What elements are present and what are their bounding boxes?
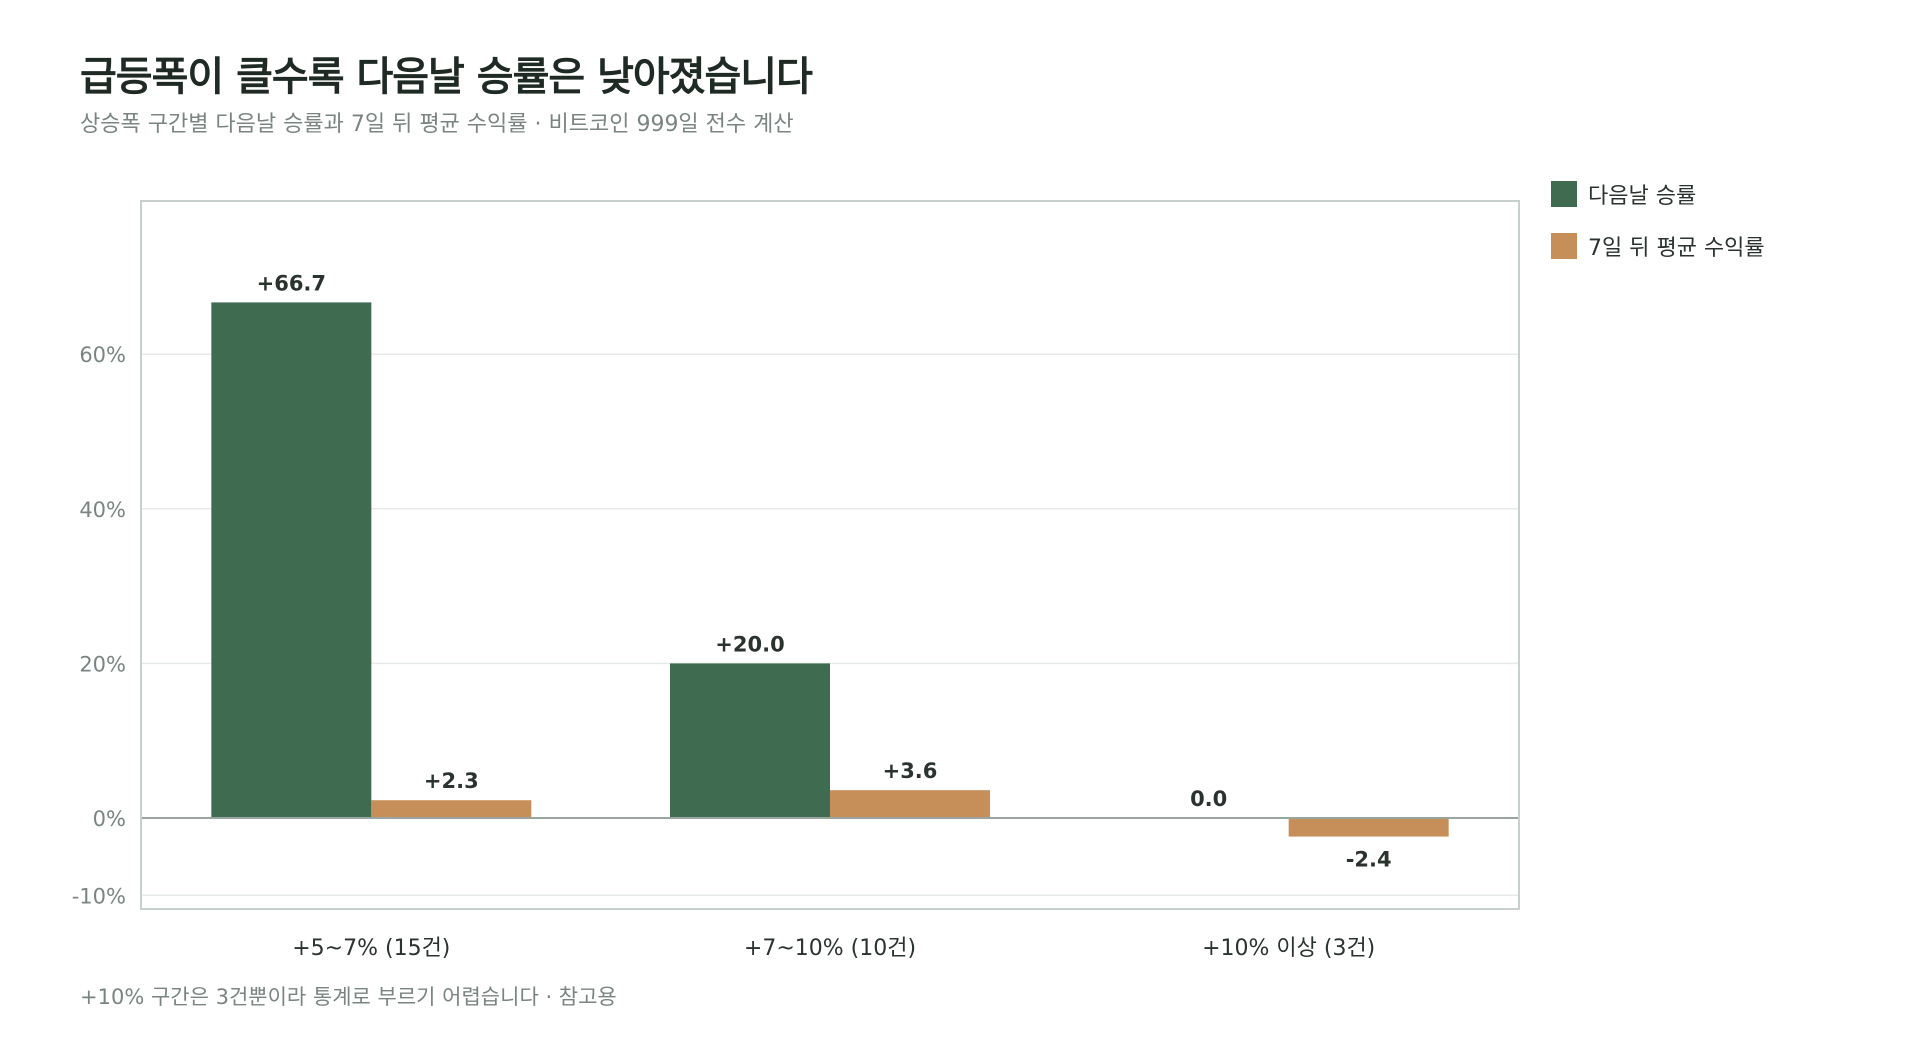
data-labels: +66.7 +2.3 +20.0 +3.6 0.0 -2.4	[257, 271, 1392, 871]
legend-swatch-7day-return	[1551, 233, 1577, 259]
y-tick-label: -10%	[72, 884, 126, 908]
chart-footnote: +10% 구간은 3건뿐이라 통계로 부르기 어렵습니다 · 참고용	[80, 985, 617, 1009]
x-axis-ticks: +5~7% (15건) +7~10% (10건) +10% 이상 (3건)	[292, 936, 1375, 961]
legend-label-win-rate: 다음날 승률	[1588, 184, 1697, 209]
data-label: +3.6	[883, 759, 938, 783]
legend-swatch-win-rate	[1551, 181, 1577, 207]
bar-7day-return	[830, 790, 990, 818]
data-label: +2.3	[424, 769, 479, 793]
x-tick-label: +5~7% (15건)	[292, 936, 450, 961]
y-tick-label: 20%	[79, 652, 126, 676]
legend-label-7day-return: 7일 뒤 평균 수익률	[1588, 236, 1765, 261]
bars	[211, 302, 1449, 837]
y-tick-label: 0%	[93, 807, 126, 831]
bar-win-rate	[670, 663, 830, 818]
y-tick-label: 40%	[79, 498, 126, 522]
x-tick-label: +10% 이상 (3건)	[1202, 936, 1375, 961]
bar-win-rate	[211, 302, 372, 818]
y-axis-ticks: -10% 0% 20% 40% 60%	[72, 343, 126, 908]
bar-7day-return	[1288, 818, 1449, 837]
legend: 다음날 승률 7일 뒤 평균 수익률	[1551, 180, 1765, 284]
plot-frame	[140, 200, 1520, 910]
chart-title: 급등폭이 클수록 다음날 승률은 낮아졌습니다	[80, 54, 813, 100]
bar-7day-return	[371, 800, 532, 818]
data-label: 0.0	[1190, 787, 1227, 811]
legend-item-7day-return: 7일 뒤 평균 수익률	[1551, 232, 1765, 261]
data-label: +20.0	[715, 632, 784, 656]
data-label: +66.7	[257, 271, 326, 295]
chart-subtitle: 상승폭 구간별 다음날 승률과 7일 뒤 평균 수익률 · 비트코인 999일 …	[80, 112, 794, 137]
data-label: -2.4	[1346, 848, 1392, 872]
legend-item-win-rate: 다음날 승률	[1551, 180, 1765, 209]
x-tick-label: +7~10% (10건)	[744, 936, 916, 961]
y-tick-label: 60%	[79, 343, 126, 367]
